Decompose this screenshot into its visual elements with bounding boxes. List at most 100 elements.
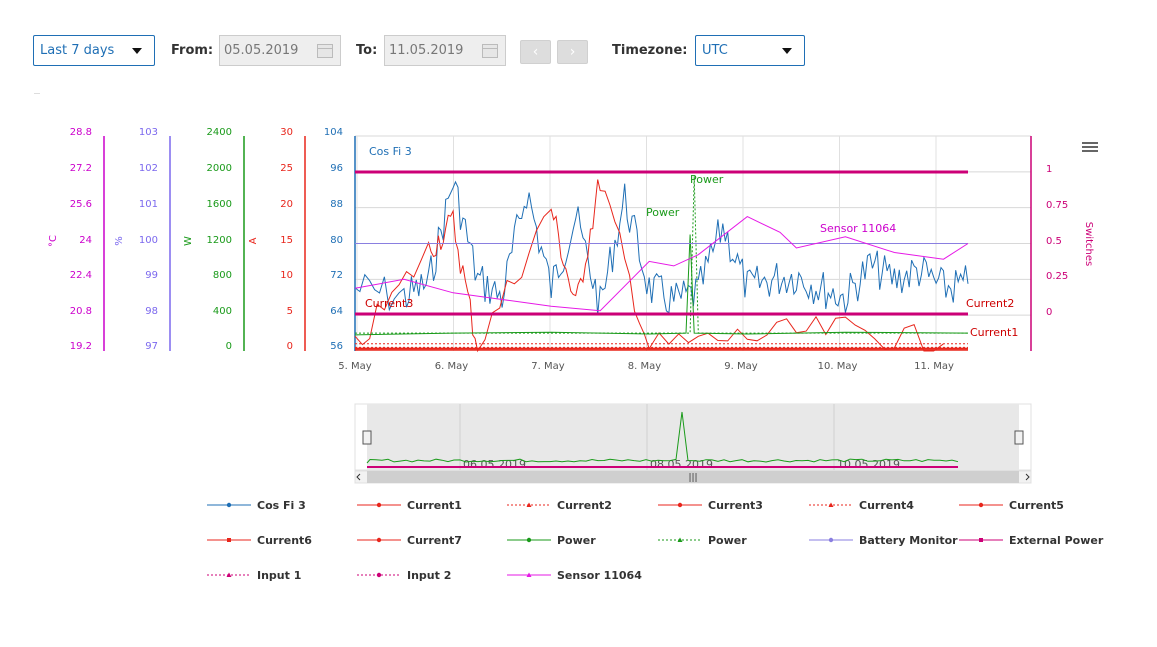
chevron-down-icon (782, 48, 792, 54)
y-tick-label: 99 (145, 270, 158, 281)
y-axes: 28.827.225.62422.420.819.2°C103102101100… (48, 127, 1094, 352)
y-tick-label: 400 (213, 306, 232, 317)
legend-label: Current2 (557, 499, 612, 512)
legend-label: Input 2 (407, 569, 452, 582)
y-tick-label: 88 (330, 199, 343, 210)
x-tick-label: 6. May (435, 361, 468, 372)
x-tick-label: 9. May (724, 361, 757, 372)
navigator-series-line (366, 411, 959, 464)
legend-symbol (357, 537, 401, 543)
series-annotation: Current1 (970, 326, 1018, 339)
legend-label: Current5 (1009, 499, 1064, 512)
range-select[interactable]: Last 7 days (33, 35, 155, 66)
legend-symbol (357, 572, 401, 578)
from-date-input[interactable]: 05.05.2019 (219, 35, 341, 66)
legend-label: Current6 (257, 534, 312, 547)
legend-symbol (658, 502, 702, 508)
navigator-selection (367, 404, 1019, 470)
y-tick-label: 27.2 (70, 163, 92, 174)
y-tick-label: 28.8 (70, 127, 92, 138)
scroll-right-arrow-icon (1025, 473, 1030, 481)
y-tick-label: 0 (1046, 307, 1052, 318)
x-tick-label: 11. May (914, 361, 954, 372)
y-tick-label: 97 (145, 341, 158, 352)
x-tick-label: 7. May (531, 361, 564, 372)
legend-symbol (357, 502, 401, 508)
series-annotation: Power (690, 173, 724, 186)
from-date-value: 05.05.2019 (224, 43, 299, 58)
to-date-value: 11.05.2019 (389, 43, 464, 58)
y-tick-label: 102 (139, 163, 158, 174)
y-tick-label: 96 (330, 163, 343, 174)
legend-symbol (959, 502, 1003, 508)
x-tick-label: 5. May (338, 361, 371, 372)
from-label: From: (171, 43, 214, 58)
series-annotation: Power (646, 206, 680, 219)
y-tick-label: 20 (280, 199, 293, 210)
legend-label: Power (708, 534, 747, 547)
x-axis: 5. May 6. May 7. May 8. May 9. May 10. May 11.… (338, 361, 954, 372)
y-tick-label: 0.75 (1046, 200, 1068, 211)
navigator-scroll-grip: ||| (688, 473, 697, 483)
to-label: To: (356, 43, 378, 58)
legend-symbol (809, 502, 853, 507)
y-tick-label: 22.4 (70, 270, 92, 281)
legend-label: Input 1 (257, 569, 302, 582)
y-tick-label: 24 (79, 235, 92, 246)
y-tick-label: 56 (330, 341, 343, 352)
y-tick-label: 98 (145, 306, 158, 317)
annotations: Cos Fi 3 Power Power Sensor 11064 Current3 Cu… (365, 145, 1018, 339)
chevron-down-icon (132, 48, 142, 54)
y-tick-label: 0 (287, 341, 293, 352)
y-axis-title: A (248, 237, 259, 244)
legend-label: External Power (1009, 534, 1104, 547)
y-tick-label: 10 (280, 270, 293, 281)
y-tick-label: 30 (280, 127, 293, 138)
y-tick-label: 1200 (207, 235, 232, 246)
series-line-power (354, 234, 969, 336)
y-tick-label: 20.8 (70, 306, 92, 317)
y-tick-label: 1600 (207, 199, 232, 210)
series-line-cos-fi-3 (354, 180, 969, 316)
legend-label: Sensor 11064 (557, 569, 642, 582)
legend-symbol (507, 537, 551, 543)
navigator-handle[interactable] (362, 430, 372, 445)
x-tick-label: 10. May (818, 361, 858, 372)
calendar-icon (317, 44, 333, 58)
y-tick-label: 101 (139, 199, 158, 210)
series-group (354, 170, 969, 353)
y-axis-title: °C (48, 235, 59, 247)
y-tick-label: 100 (139, 235, 158, 246)
legend-symbol (207, 502, 251, 508)
navigator-handle[interactable] (1014, 430, 1024, 445)
y-tick-label: 104 (324, 127, 343, 138)
y-tick-label: 72 (330, 270, 343, 281)
chart-menu-icon[interactable] (1080, 140, 1100, 156)
series-line-sensor-11064 (354, 216, 969, 312)
y-tick-label: 2000 (207, 163, 232, 174)
y-tick-label: 1 (1046, 164, 1052, 175)
navigator-scrollbar-thumb[interactable] (367, 471, 1019, 483)
y-tick-label: 0.5 (1046, 236, 1062, 247)
legend-symbol (507, 502, 551, 507)
legend-label: Current1 (407, 499, 462, 512)
y-axis-title: W (183, 236, 194, 246)
scroll-left-arrow-icon (356, 473, 361, 481)
y-tick-label: 25 (280, 163, 293, 174)
timezone-select[interactable]: UTC (695, 35, 805, 66)
y-axis-title: % (114, 236, 125, 246)
next-period-button[interactable]: › (557, 40, 588, 64)
legend-symbol (959, 538, 1003, 542)
series-annotation: Sensor 11064 (820, 222, 896, 235)
to-date-input[interactable]: 11.05.2019 (384, 35, 506, 66)
legend-label: Battery Monitor (859, 534, 958, 547)
y-tick-label: 103 (139, 127, 158, 138)
y-tick-label: 64 (330, 306, 343, 317)
range-select-value: Last 7 days (40, 43, 115, 58)
calendar-icon (482, 44, 498, 58)
prev-period-button[interactable]: ‹ (520, 40, 551, 64)
timezone-select-value: UTC (702, 43, 728, 58)
legend-symbol (809, 537, 853, 543)
legend-symbol (207, 572, 251, 577)
y-tick-label: 19.2 (70, 341, 92, 352)
